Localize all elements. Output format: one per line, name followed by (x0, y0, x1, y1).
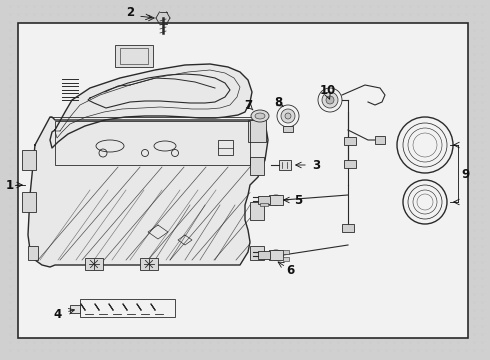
Polygon shape (50, 64, 252, 148)
Bar (260, 203, 268, 206)
Bar (248, 120, 266, 142)
Circle shape (285, 113, 291, 119)
Ellipse shape (154, 141, 176, 151)
Text: 4: 4 (54, 307, 62, 320)
Ellipse shape (255, 113, 265, 119)
Bar (80, 299, 175, 317)
Bar (258, 196, 270, 204)
Bar (22, 150, 36, 170)
Bar (28, 246, 38, 260)
Ellipse shape (269, 195, 283, 205)
Ellipse shape (96, 140, 124, 152)
Bar (115, 45, 153, 67)
Bar (120, 48, 148, 64)
Bar (218, 140, 233, 155)
Text: 8: 8 (274, 95, 282, 108)
Circle shape (322, 92, 338, 108)
Bar (269, 250, 283, 260)
Bar (258, 251, 270, 259)
Ellipse shape (269, 250, 283, 260)
Text: 9: 9 (461, 167, 469, 180)
Bar (250, 246, 264, 260)
Ellipse shape (251, 110, 269, 122)
Text: 1: 1 (6, 179, 14, 192)
Bar (344, 160, 356, 168)
Polygon shape (28, 117, 268, 267)
Bar (55, 121, 250, 165)
Bar (250, 202, 264, 220)
Bar (342, 224, 354, 232)
Text: 7: 7 (244, 99, 252, 112)
Bar (283, 257, 289, 261)
Bar (279, 160, 291, 170)
Text: 6: 6 (286, 264, 294, 276)
Text: 5: 5 (294, 194, 302, 207)
Bar (269, 195, 283, 205)
Text: 3: 3 (312, 158, 320, 171)
Circle shape (281, 109, 295, 123)
Bar (70, 305, 80, 313)
Bar (283, 250, 289, 254)
Bar (85, 258, 103, 270)
Text: 10: 10 (320, 84, 336, 96)
Bar (250, 157, 264, 175)
Bar (344, 137, 356, 145)
Bar (22, 192, 36, 212)
Bar (375, 136, 385, 144)
Bar (18, 23, 468, 338)
Bar (283, 126, 293, 132)
Circle shape (326, 96, 334, 104)
Text: 2: 2 (126, 5, 134, 18)
Bar (140, 258, 158, 270)
